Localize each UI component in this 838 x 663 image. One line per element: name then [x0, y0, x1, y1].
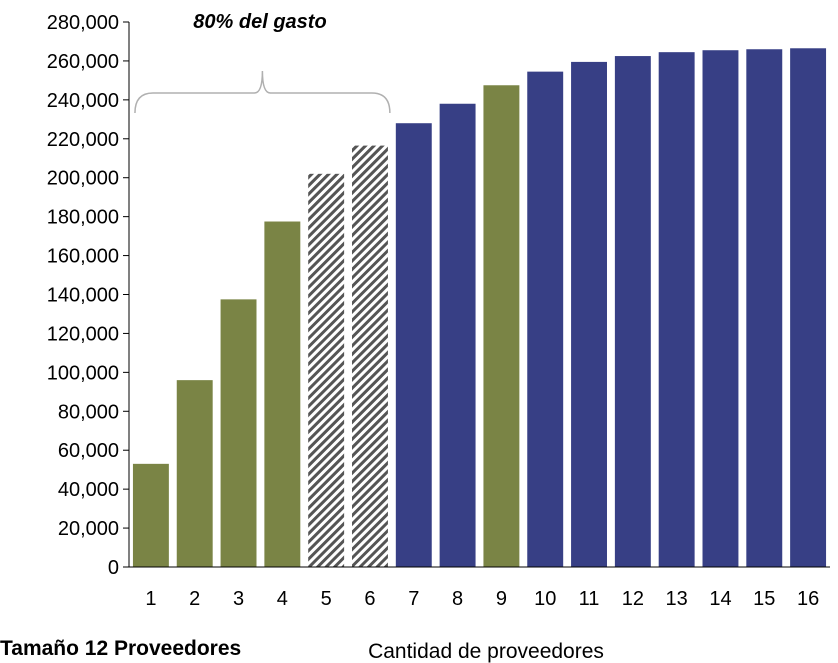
- bar-10: [527, 71, 564, 568]
- y-tick-label: 160,000: [47, 246, 119, 268]
- y-axis: 0 20,000 40,000 60,000 80,000 100,000 120,000 1…: [47, 12, 130, 579]
- y-tick-label: 120,000: [47, 323, 119, 345]
- y-tick-label: 100,000: [47, 362, 119, 384]
- x-tick-label: 2: [189, 588, 200, 610]
- x-tick-label: 10: [534, 588, 556, 610]
- y-tick-label: 200,000: [47, 168, 119, 190]
- footer-caption: Tamaño 12 Proveedores: [0, 637, 242, 660]
- bar-11: [571, 61, 607, 567]
- bar-2: [176, 380, 213, 567]
- y-tick-label: 180,000: [47, 207, 119, 229]
- y-tick-label: 60,000: [58, 440, 119, 462]
- bar-8: [439, 103, 476, 567]
- y-tick-label: 0: [108, 557, 119, 579]
- x-tick-label: 1: [145, 588, 156, 610]
- bar-6: [352, 145, 388, 568]
- x-tick-label: 5: [321, 588, 332, 610]
- bar-1: [132, 463, 169, 567]
- x-axis-title: Cantidad de proveedores: [368, 640, 604, 663]
- y-tick-label: 260,000: [47, 51, 119, 73]
- bar-16: [790, 48, 827, 567]
- x-tick-label: 11: [579, 588, 600, 610]
- y-tick-label: 80,000: [58, 401, 119, 423]
- y-tick-label: 220,000: [47, 129, 119, 151]
- x-tick-label: 15: [753, 588, 775, 610]
- x-tick-label: 16: [797, 588, 819, 610]
- x-tick-label: 12: [622, 588, 644, 610]
- bar-15: [746, 49, 783, 567]
- x-tick-label: 4: [277, 588, 288, 610]
- x-tick-label: 8: [452, 588, 463, 610]
- bar-12: [614, 56, 651, 567]
- x-tick-label: 9: [496, 588, 507, 610]
- y-tick-label: 280,000: [47, 12, 119, 34]
- annotation-bracket: [134, 70, 391, 114]
- x-tick-label: 14: [709, 588, 731, 610]
- bar-5: [308, 173, 345, 568]
- x-tick-label: 3: [233, 588, 244, 610]
- bars-group: [132, 48, 827, 568]
- x-tick-label: 6: [364, 588, 375, 610]
- bar-4: [264, 221, 301, 568]
- bar-3: [220, 299, 257, 567]
- bar-13: [658, 52, 695, 568]
- bar-7: [395, 123, 432, 567]
- bar-9: [483, 85, 520, 568]
- annotation-text: 80% del gasto: [193, 11, 326, 33]
- y-tick-label: 240,000: [47, 90, 119, 112]
- x-axis: 1 2 3 4 5 6 7 8 9 10 11 12 13 14 15 16: [129, 566, 830, 610]
- bar-14: [702, 50, 739, 568]
- y-tick-label: 40,000: [58, 479, 119, 501]
- x-tick-label: 7: [408, 588, 419, 610]
- y-tick-label: 20,000: [58, 518, 119, 540]
- x-tick-label: 13: [666, 588, 688, 610]
- y-tick-label: 140,000: [47, 285, 119, 307]
